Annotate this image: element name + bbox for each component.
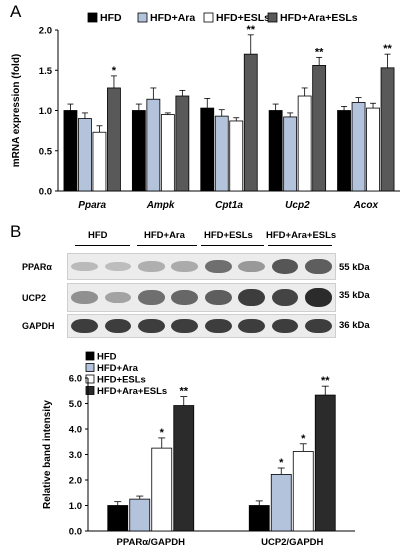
legend-swatch — [85, 351, 95, 361]
significance-label: * — [112, 65, 117, 77]
y-tick-label: 0.0 — [39, 187, 52, 198]
legend-swatch — [85, 374, 95, 384]
y-tick-label: 0.5 — [39, 146, 53, 157]
legend-swatch — [267, 12, 278, 23]
y-tick-label: 1.0 — [39, 106, 52, 117]
legend-label: HFD — [100, 12, 122, 24]
blot-row-label: PPARα — [22, 262, 52, 272]
legend-label: HFD+Ara+ESLs — [280, 12, 358, 24]
blot-band — [204, 318, 232, 334]
y-tick-label: 2.0 — [39, 26, 52, 37]
legend-swatch — [203, 12, 214, 23]
x-tick-label: Ucp2 — [285, 200, 310, 211]
blot-kda-label: 35 kDa — [339, 290, 370, 301]
y-tick-label: 5.0 — [69, 399, 82, 410]
blot-band — [304, 318, 332, 334]
blot-band — [171, 318, 199, 334]
blot-band — [271, 318, 299, 334]
legend-label: HFD — [97, 352, 117, 363]
blot-band — [138, 261, 165, 272]
significance-label: * — [279, 457, 284, 469]
legend-label: HFD+ESLs — [216, 12, 270, 24]
legend-swatch — [85, 386, 95, 395]
x-tick-label: Ppara — [78, 200, 106, 211]
x-tick-label: UCP2/GAPDH — [261, 537, 323, 548]
legend-swatch — [85, 363, 95, 372]
blot-band — [71, 261, 99, 272]
y-tick-label: 0.0 — [69, 527, 82, 538]
y-tick-label: 2.0 — [69, 476, 82, 487]
blot-group-label: HFD+Ara+ESLs — [266, 230, 337, 241]
blot-group-label: HFD+ESLs — [204, 230, 253, 241]
significance-label: ** — [246, 24, 255, 36]
blot-kda-label: 55 kDa — [339, 262, 370, 273]
panel-b-label: B — [10, 222, 22, 241]
blot-band — [171, 289, 199, 306]
x-tick-label: Cpt1a — [215, 200, 243, 211]
blot-row-label: UCP2 — [22, 293, 47, 303]
blot-band — [171, 261, 199, 272]
blot-band — [238, 288, 265, 307]
blot-strip — [67, 314, 336, 338]
blot-kda-label: 36 kDa — [339, 320, 370, 331]
blot-band — [204, 259, 232, 274]
legend-swatch — [137, 12, 148, 23]
blot-band — [138, 290, 165, 305]
legend-label: HFD+ESLs — [97, 375, 146, 386]
blot-band — [304, 259, 332, 274]
blot-band — [204, 289, 232, 306]
y-tick-label: 3.0 — [69, 450, 82, 461]
significance-label: ** — [179, 386, 188, 398]
significance-label: ** — [321, 375, 330, 387]
blot-strip — [67, 253, 336, 280]
blot-band — [271, 288, 299, 306]
legend-label: HFD+Ara+ESLs — [97, 386, 167, 397]
blot-band — [138, 318, 165, 334]
bar — [248, 505, 270, 532]
chart-a-mrna-expression: HFD HFD+Ara HFD+ESLs HFD+Ara+ESLs 0.0 0.5 1.0 1… — [11, 12, 400, 211]
blot-band — [104, 261, 132, 272]
x-tick-label: Ampk — [146, 200, 175, 211]
significance-label: * — [301, 433, 306, 445]
significance-label: ** — [383, 43, 392, 55]
blot-band — [104, 291, 132, 304]
legend-label: HFD+Ara — [150, 12, 195, 24]
bar — [292, 451, 314, 532]
bar — [270, 473, 292, 532]
blot-band — [238, 318, 265, 334]
blot-band — [238, 260, 265, 273]
blot-group-line — [201, 245, 264, 246]
blot-band — [304, 288, 332, 307]
blot-band — [104, 318, 132, 334]
y-tick-label: 1.5 — [39, 66, 53, 77]
panel-a-label: A — [10, 2, 22, 21]
blot-strip — [67, 283, 336, 312]
blot-band — [71, 291, 99, 304]
blot-group-label: HFD+Ara — [144, 230, 185, 241]
y-tick-label: 1.0 — [69, 501, 82, 512]
bar — [173, 405, 195, 532]
y-tick-label: 6.0 — [69, 374, 82, 385]
x-tick-label: Acox — [353, 200, 379, 211]
legend-swatch — [87, 12, 98, 23]
significance-label: ** — [315, 46, 324, 58]
x-tick-label: PPARα/GAPDH — [117, 537, 186, 548]
blot-group-label: HFD — [88, 230, 108, 241]
legend-label: HFD+Ara — [97, 363, 139, 374]
y-axis-label: Relative band intensity — [42, 400, 53, 509]
bar — [314, 394, 336, 532]
bar — [129, 498, 151, 532]
blot-band — [271, 259, 299, 274]
blot-band — [71, 318, 99, 334]
bar — [151, 447, 173, 532]
blot-group-line — [137, 245, 197, 246]
y-axis-label: mRNA expression (fold) — [11, 54, 22, 168]
y-tick-label: 4.0 — [69, 425, 82, 436]
bar — [107, 505, 129, 532]
blot-group-line — [268, 245, 332, 246]
blot-row-label: GAPDH — [22, 321, 55, 331]
blot-group-line — [75, 245, 130, 246]
significance-label: * — [160, 427, 165, 439]
